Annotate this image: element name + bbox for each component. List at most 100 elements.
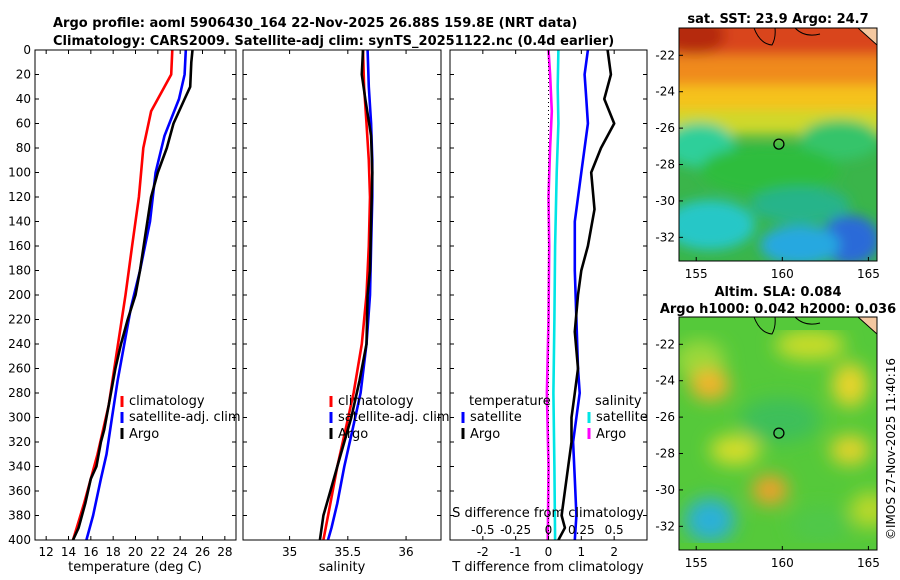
x-tick-label: 1 [578, 545, 586, 559]
y-tick-label: 380 [8, 509, 31, 523]
x-tick-label: 155 [685, 556, 708, 570]
x-tick-label: 165 [857, 556, 880, 570]
x-tick-label: 35.5 [334, 545, 361, 559]
x-tick-label: 26 [195, 545, 210, 559]
s-tick-label: 0 [545, 523, 553, 537]
sst-map-box [678, 27, 878, 262]
y-tick-label: 220 [8, 313, 31, 327]
y-tick-label: -24 [655, 85, 675, 99]
header-line2: Climatology: CARS2009. Satellite-adj cli… [53, 34, 614, 49]
y-tick-label: -26 [655, 410, 675, 424]
header-line1: Argo profile: aoml 5906430_164 22-Nov-20… [53, 16, 577, 31]
legend-climatology: climatology [129, 394, 205, 409]
y-tick-label: 40 [16, 92, 31, 106]
y-tick-label: -26 [655, 121, 675, 135]
x-tick-label: 14 [61, 545, 76, 559]
legend-t-argo: Argo [470, 427, 500, 442]
salinity-legend: climatology satellite-adj. clim Argo [329, 394, 450, 442]
argo-location-marker [773, 138, 785, 150]
y-tick-label: 100 [8, 166, 31, 180]
x-tick-label: 28 [217, 545, 232, 559]
y-tick-label: 400 [8, 533, 31, 547]
series-line-t-satellite [571, 50, 590, 540]
series-line-climatology [322, 50, 372, 540]
legend-satellite-adj-clim: satellite-adj. clim [338, 410, 450, 425]
y-tick-label: 80 [16, 141, 31, 155]
legend-s-argo: Argo [596, 427, 626, 442]
legend-temperature-title: temperature [469, 394, 551, 409]
sla-map-subtitle: Argo h1000: 0.042 h2000: 0.036 [660, 302, 896, 317]
y-tick-label: 320 [8, 435, 31, 449]
legend-s-satellite: satellite [596, 410, 648, 425]
s-tick-label: 0.5 [605, 523, 624, 537]
y-tick-label: 280 [8, 386, 31, 400]
y-tick-label: -22 [655, 48, 675, 62]
series-line-climatology [71, 50, 174, 540]
difference-xlabel: T difference from climatology [451, 560, 644, 575]
x-tick-label: 22 [150, 545, 165, 559]
x-tick-label: 12 [39, 545, 54, 559]
x-tick-label: 160 [771, 556, 794, 570]
x-tick-label: 35 [282, 545, 297, 559]
x-tick-label: -1 [510, 545, 522, 559]
x-tick-label: 20 [128, 545, 143, 559]
temperature-diff-legend: temperature satellite Argo [461, 394, 551, 442]
x-tick-label: 155 [685, 267, 708, 281]
y-tick-label: -32 [655, 519, 675, 533]
temperature-xlabel: temperature (deg C) [68, 560, 202, 575]
legend-t-satellite: satellite [470, 410, 522, 425]
y-tick-label: 160 [8, 239, 31, 253]
y-tick-label: -30 [655, 194, 675, 208]
y-tick-label: 260 [8, 362, 31, 376]
series-line-s-satellite [552, 50, 560, 540]
y-tick-label: 60 [16, 117, 31, 131]
sst-map-title: sat. SST: 23.9 Argo: 24.7 [687, 12, 868, 27]
y-tick-label: 120 [8, 190, 31, 204]
series-line-t-argo [557, 50, 616, 540]
x-tick-label: -2 [477, 545, 489, 559]
legend-salinity-title: salinity [595, 394, 642, 409]
legend-argo: Argo [129, 427, 159, 442]
x-tick-label: 18 [106, 545, 121, 559]
y-tick-label: 180 [8, 264, 31, 278]
y-tick-label: 360 [8, 484, 31, 498]
legend-climatology: climatology [338, 394, 414, 409]
difference-panel: -2 -1 0 1 2 -0.5 -0.25 0 0.25 0.5 T difference fr… [449, 49, 648, 575]
x-tick-label: 2 [610, 545, 618, 559]
sla-map-field [679, 317, 877, 550]
sla-map-title: Altim. SLA: 0.084 [715, 285, 842, 300]
series-line-argo [318, 50, 374, 540]
y-tick-label: 240 [8, 337, 31, 351]
y-tick-label: 340 [8, 460, 31, 474]
salinity-axes-box [242, 49, 442, 541]
y-tick-label: 0 [23, 43, 31, 57]
y-tick-label: -30 [655, 483, 675, 497]
y-tick-label: 300 [8, 411, 31, 425]
s-tick-label: -0.5 [471, 523, 494, 537]
legend-argo: Argo [338, 427, 368, 442]
argo-location-marker [773, 427, 785, 439]
x-tick-label: 165 [857, 267, 880, 281]
y-tick-label: 140 [8, 215, 31, 229]
x-tick-label: 0 [545, 545, 553, 559]
s-tick-label: -0.25 [500, 523, 531, 537]
salinity-diff-legend: salinity satellite Argo [587, 394, 648, 442]
y-tick-label: -24 [655, 374, 675, 388]
s-tick-label: 0.25 [568, 523, 595, 537]
series-line-s-argo [545, 50, 554, 540]
sla-map-box [678, 316, 878, 551]
y-tick-label: -32 [655, 230, 675, 244]
legend-satellite-adj-clim: satellite-adj. clim [129, 410, 241, 425]
temperature-legend: climatology satellite-adj. clim Argo [120, 394, 241, 442]
y-tick-label: 200 [8, 288, 31, 302]
sla-map-panel: Altim. SLA: 0.084 Argo h1000: 0.042 h200… [655, 285, 896, 570]
x-tick-label: 16 [83, 545, 98, 559]
x-tick-label: 160 [771, 267, 794, 281]
y-tick-label: -22 [655, 337, 675, 351]
x-tick-label: 24 [173, 545, 188, 559]
series-line-argo [71, 50, 194, 540]
temperature-panel: 12 14 16 18 20 22 24 26 280204060801001201401601… [8, 43, 241, 575]
sst-map-field [679, 28, 877, 261]
salinity-xlabel: salinity [319, 560, 366, 575]
